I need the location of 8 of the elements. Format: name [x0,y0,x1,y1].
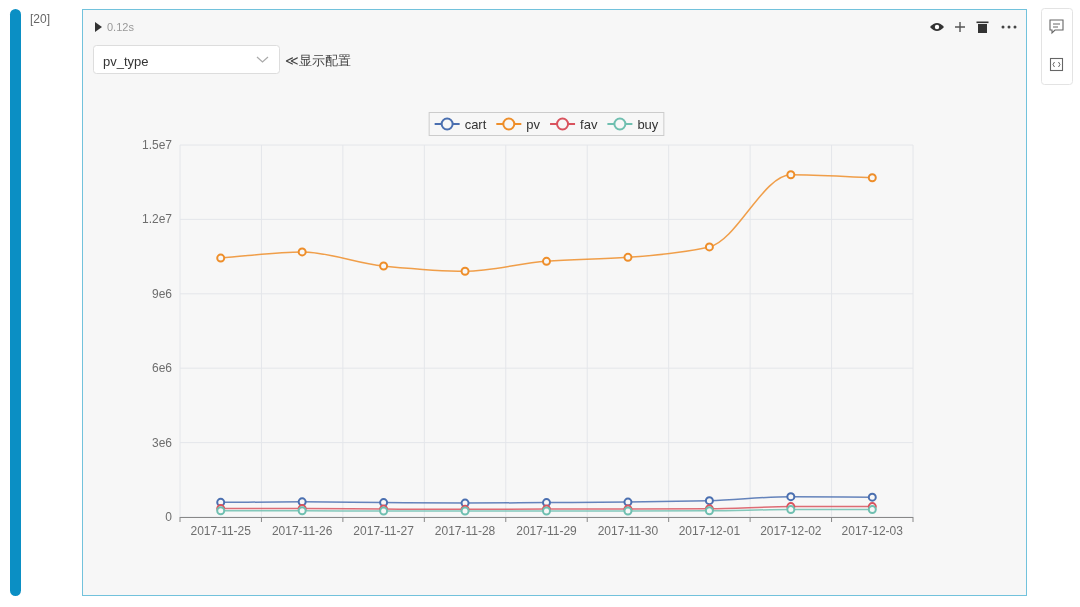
legend-label: fav [580,116,598,132]
legend-label: buy [637,116,659,132]
legend-label: pv [526,116,541,132]
legend-label: cart [464,116,487,132]
annotation: 0.12s [107,21,134,33]
annotation: ≪显示配置 [285,53,351,68]
annotation: [20] [30,12,50,26]
annotation: pv_type [103,54,149,69]
